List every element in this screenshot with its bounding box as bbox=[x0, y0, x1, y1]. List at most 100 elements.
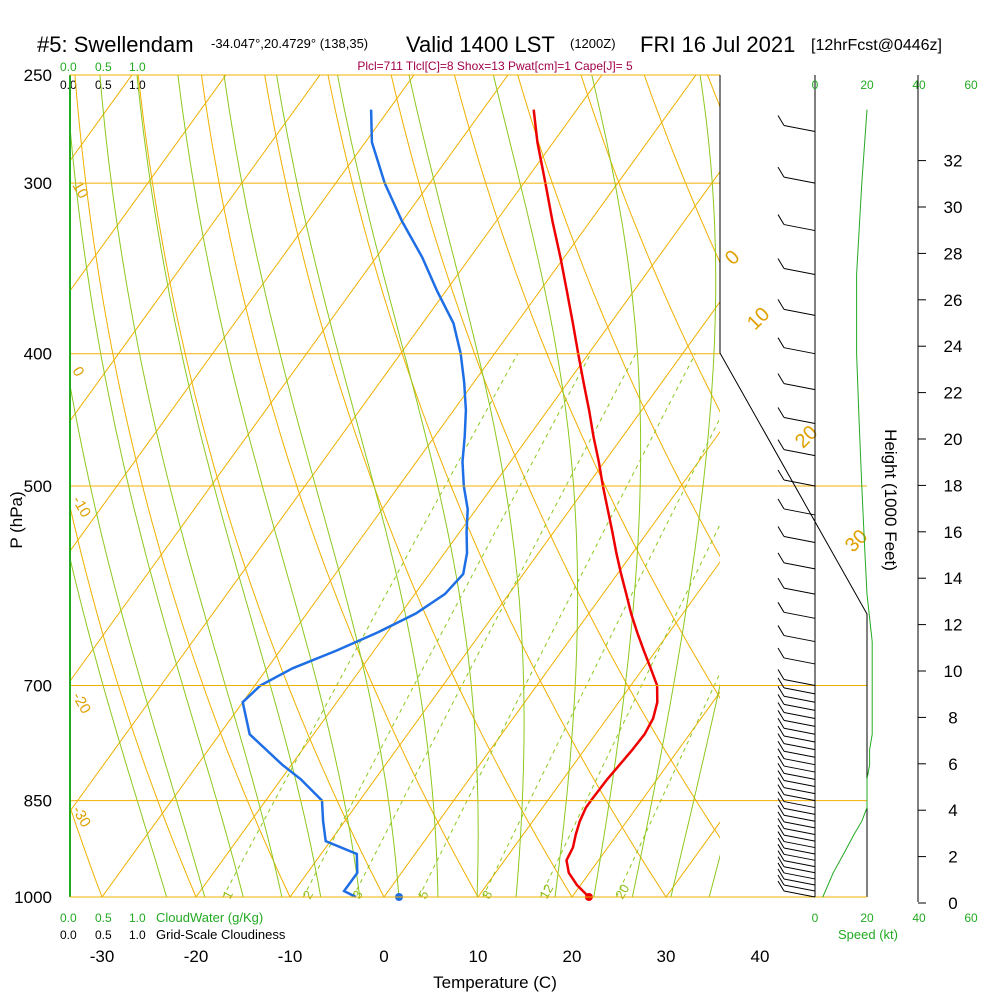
wind-barb bbox=[783, 536, 816, 544]
top-scale-black-1: 0.5 bbox=[95, 78, 112, 92]
wind-barb bbox=[783, 841, 816, 849]
height-tick-label: 22 bbox=[944, 384, 963, 403]
isotherm-line bbox=[927, 0, 1000, 926]
temperature-tick-label: -10 bbox=[278, 947, 303, 966]
temperature-tick-label: -20 bbox=[184, 947, 209, 966]
isotherm-line bbox=[665, 821, 720, 897]
height-tick-label: 14 bbox=[944, 569, 963, 588]
wind-barb bbox=[783, 847, 816, 855]
moist-adiabat-line bbox=[408, 75, 525, 897]
height-tick-label: 30 bbox=[944, 198, 963, 217]
wind-barb-flag bbox=[777, 577, 785, 589]
wind-barb bbox=[783, 860, 816, 868]
isotherm-label: 10 bbox=[69, 179, 92, 202]
wind-barb-flag bbox=[777, 407, 785, 418]
sounding-traces bbox=[241, 109, 659, 901]
wind-barb-flag bbox=[777, 740, 785, 752]
valid-date: FRI 16 Jul 2021 bbox=[640, 32, 795, 57]
speed-top-tick-label: 20 bbox=[860, 78, 874, 92]
bottom-scale-black-2: 1.0 bbox=[129, 928, 146, 942]
wind-barb-flag bbox=[777, 166, 785, 178]
wind-barb-flag bbox=[777, 755, 785, 767]
wind-barb bbox=[783, 890, 816, 898]
speed-axis-label: Speed (kt) bbox=[838, 927, 898, 942]
wind-barb bbox=[783, 479, 816, 487]
pressure-tick-label: 400 bbox=[24, 345, 52, 364]
wind-barb-flag bbox=[777, 685, 785, 697]
wind-barb-flag bbox=[777, 811, 785, 823]
wind-barb-flag bbox=[777, 784, 785, 795]
bottom-scale-black-0: 0.0 bbox=[60, 928, 77, 942]
top-scales: 0.0 0.5 1.0 0.0 0.5 1.0 bbox=[60, 60, 146, 92]
speed-top-tick-label: 60 bbox=[964, 78, 978, 92]
wind-barb bbox=[783, 884, 816, 892]
dry-adiabat-line bbox=[839, 0, 1000, 926]
wind-barb bbox=[783, 772, 816, 780]
wind-barb-flag bbox=[777, 824, 785, 836]
plot-frame bbox=[69, 74, 868, 898]
dry-adiabat-line bbox=[958, 0, 1000, 926]
mixing-ratio-line bbox=[615, 672, 720, 897]
wind-barb-flag bbox=[777, 373, 785, 384]
wind-barb bbox=[783, 711, 816, 719]
temperature-tick-label: 40 bbox=[751, 947, 770, 966]
pressure-tick-label: 700 bbox=[24, 677, 52, 696]
wind-barb-flag bbox=[777, 725, 785, 737]
pressure-tick-label: 850 bbox=[24, 792, 52, 811]
speed-top-tick-label: 0 bbox=[812, 78, 819, 92]
forecast-info: [12hrFcst@0446z] bbox=[811, 37, 942, 54]
wind-barb bbox=[783, 347, 816, 355]
pressure-tick-label: 1000 bbox=[14, 888, 52, 907]
moist-adiabat-line bbox=[631, 75, 717, 897]
isotherm-line bbox=[70, 75, 133, 162]
wind-barb bbox=[783, 787, 816, 795]
station-coords: -34.047°,20.4729° (138,35) bbox=[211, 36, 368, 51]
x-axis-title: Temperature (C) bbox=[433, 973, 557, 992]
wind-barb bbox=[783, 125, 816, 133]
isotherm-line bbox=[195, 170, 720, 897]
wind-barb-flag bbox=[777, 498, 785, 510]
mixing-ratio-line bbox=[482, 417, 720, 897]
isotherm-line bbox=[289, 300, 720, 897]
wind-barb-flag bbox=[777, 763, 785, 774]
wind-barb bbox=[783, 176, 816, 184]
isotherm-line bbox=[0, 0, 133, 926]
wind-barb-flag bbox=[777, 647, 785, 659]
wind-barb-flag bbox=[777, 214, 785, 225]
height-tick-label: 24 bbox=[944, 337, 963, 356]
wind-barb bbox=[783, 807, 816, 815]
wind-barb-flag bbox=[777, 469, 785, 481]
isotherm-line bbox=[70, 75, 415, 552]
temperature-trace bbox=[532, 109, 659, 898]
isotherm-line bbox=[0, 0, 39, 926]
wind-barb bbox=[783, 780, 816, 788]
wind-barb-flag bbox=[777, 777, 785, 788]
isotherm-line bbox=[383, 431, 720, 897]
wind-barb-flag bbox=[777, 868, 785, 880]
dry-adiabat-line bbox=[327, 75, 667, 897]
mixing-ratio-label: 20 bbox=[612, 882, 632, 902]
wind-barb bbox=[783, 587, 816, 595]
height-tick-label: 4 bbox=[948, 801, 957, 820]
dry-adiabat-line bbox=[580, 75, 720, 413]
moist-adiabat-line bbox=[70, 121, 244, 897]
moist-adiabat-line bbox=[136, 75, 322, 897]
speed-bottom-tick-label: 0 bbox=[812, 911, 819, 925]
moist-adiabat-line bbox=[70, 382, 206, 897]
bottom-scale-black-1: 0.5 bbox=[95, 928, 112, 942]
isotherm-line bbox=[70, 75, 321, 422]
wind-barb bbox=[783, 872, 816, 880]
top-scale-green-0: 0.0 bbox=[60, 60, 77, 74]
dry-adiabat-line bbox=[517, 75, 720, 558]
height-tick-label: 12 bbox=[944, 616, 963, 635]
station-title: #5: Swellendam bbox=[37, 32, 194, 57]
valid-time: Valid 1400 LST bbox=[406, 32, 555, 57]
moist-adiabat-line bbox=[336, 75, 479, 897]
wind-barb-flag bbox=[777, 694, 785, 705]
theta-label: 30 bbox=[841, 525, 872, 556]
wind-barb bbox=[783, 828, 816, 836]
theta-label: 0 bbox=[721, 246, 744, 269]
theta-label: 20 bbox=[791, 422, 822, 453]
